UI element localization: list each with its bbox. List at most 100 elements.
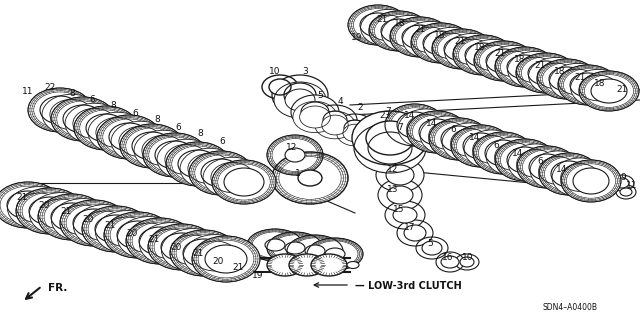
Ellipse shape <box>337 120 373 146</box>
Text: 14: 14 <box>512 149 524 158</box>
Ellipse shape <box>610 175 634 191</box>
Ellipse shape <box>287 235 343 267</box>
Ellipse shape <box>466 40 522 77</box>
Text: 21: 21 <box>494 49 506 58</box>
Ellipse shape <box>404 225 426 241</box>
Ellipse shape <box>203 157 262 198</box>
Text: 21: 21 <box>104 221 116 231</box>
Ellipse shape <box>416 237 448 259</box>
Ellipse shape <box>348 5 408 45</box>
Ellipse shape <box>366 121 414 155</box>
Text: 18: 18 <box>515 56 525 64</box>
Ellipse shape <box>188 153 231 184</box>
Ellipse shape <box>460 257 474 267</box>
Ellipse shape <box>83 211 127 241</box>
Text: 18: 18 <box>435 32 445 41</box>
Ellipse shape <box>178 150 218 178</box>
Ellipse shape <box>298 170 322 186</box>
Ellipse shape <box>539 153 599 195</box>
Ellipse shape <box>463 133 499 159</box>
Text: 21: 21 <box>60 207 72 217</box>
Ellipse shape <box>529 57 584 95</box>
Text: 21: 21 <box>192 249 204 258</box>
Ellipse shape <box>166 142 230 186</box>
Ellipse shape <box>432 29 492 69</box>
Text: 6: 6 <box>175 122 181 131</box>
Text: 6: 6 <box>537 157 543 166</box>
Ellipse shape <box>117 221 159 249</box>
Ellipse shape <box>17 193 61 223</box>
Text: 22: 22 <box>44 83 56 92</box>
Text: 18: 18 <box>474 43 486 53</box>
Text: 10: 10 <box>462 254 474 263</box>
Ellipse shape <box>262 75 298 99</box>
Text: FR.: FR. <box>48 283 67 293</box>
Text: 18: 18 <box>595 79 605 88</box>
Text: 14: 14 <box>426 118 438 128</box>
Ellipse shape <box>285 148 305 162</box>
Ellipse shape <box>29 193 93 235</box>
Ellipse shape <box>367 127 393 145</box>
Ellipse shape <box>537 63 576 89</box>
Ellipse shape <box>267 254 303 276</box>
Ellipse shape <box>267 232 323 264</box>
Ellipse shape <box>464 130 520 169</box>
Ellipse shape <box>550 63 605 100</box>
Text: 21: 21 <box>16 194 28 203</box>
Ellipse shape <box>429 118 489 160</box>
Ellipse shape <box>402 25 438 49</box>
Ellipse shape <box>473 136 511 163</box>
Ellipse shape <box>88 112 147 153</box>
Ellipse shape <box>161 233 203 261</box>
Ellipse shape <box>360 9 417 47</box>
Ellipse shape <box>96 117 139 148</box>
Ellipse shape <box>180 148 239 189</box>
Ellipse shape <box>442 123 498 162</box>
Ellipse shape <box>311 254 347 276</box>
Ellipse shape <box>429 122 467 149</box>
Ellipse shape <box>73 209 115 237</box>
Ellipse shape <box>424 27 479 65</box>
Ellipse shape <box>40 96 80 124</box>
Ellipse shape <box>184 234 246 278</box>
Text: 6: 6 <box>89 95 95 105</box>
Ellipse shape <box>530 151 586 190</box>
Text: 20: 20 <box>126 228 138 238</box>
Ellipse shape <box>539 157 577 184</box>
Text: 15: 15 <box>393 205 404 214</box>
Ellipse shape <box>272 75 328 115</box>
Ellipse shape <box>516 53 576 93</box>
Ellipse shape <box>436 252 464 272</box>
Ellipse shape <box>579 71 639 111</box>
Ellipse shape <box>451 129 489 156</box>
Text: 8: 8 <box>69 88 75 98</box>
Ellipse shape <box>360 13 396 37</box>
Ellipse shape <box>335 114 375 142</box>
Ellipse shape <box>344 120 366 136</box>
Text: 21: 21 <box>534 62 546 70</box>
Ellipse shape <box>95 211 159 253</box>
Ellipse shape <box>347 262 359 269</box>
Text: 20: 20 <box>38 201 50 210</box>
Ellipse shape <box>132 132 172 160</box>
Ellipse shape <box>369 15 408 41</box>
Text: 2: 2 <box>357 103 363 113</box>
Ellipse shape <box>381 15 437 53</box>
Ellipse shape <box>453 39 492 65</box>
Ellipse shape <box>485 140 521 166</box>
Text: SDN4–A0400B: SDN4–A0400B <box>543 303 598 313</box>
Text: — LOW-3rd CLUTCH: — LOW-3rd CLUTCH <box>355 281 461 291</box>
Text: 12: 12 <box>286 144 298 152</box>
Ellipse shape <box>517 146 577 188</box>
Text: 10: 10 <box>269 68 281 77</box>
Ellipse shape <box>325 248 345 260</box>
Text: 8: 8 <box>110 101 116 110</box>
Text: 6: 6 <box>450 125 456 135</box>
Ellipse shape <box>139 227 181 255</box>
Ellipse shape <box>507 147 543 173</box>
Ellipse shape <box>192 236 260 282</box>
Ellipse shape <box>104 217 150 247</box>
Ellipse shape <box>403 21 458 59</box>
Ellipse shape <box>265 239 285 251</box>
Ellipse shape <box>16 188 84 234</box>
